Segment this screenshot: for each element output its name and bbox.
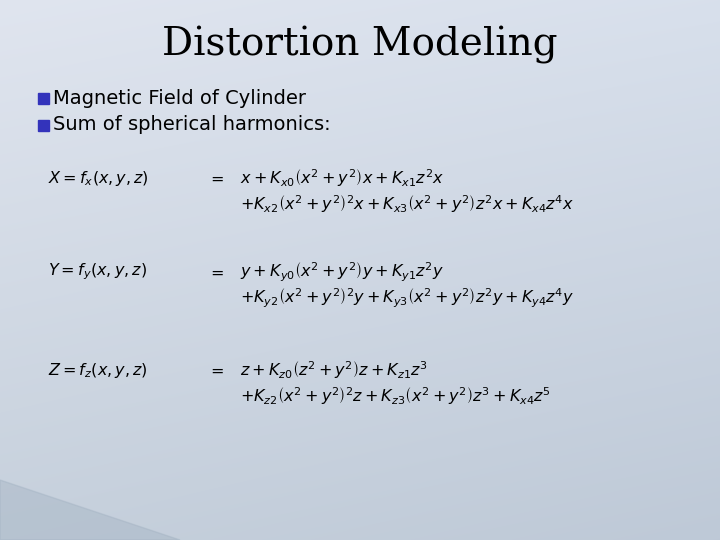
Text: $+ K_{x2}\left(x^2 + y^2\right)^2 x + K_{x3}\left(x^2 + y^2\right)z^2 x + K_{x4}: $+ K_{x2}\left(x^2 + y^2\right)^2 x + K_…	[240, 193, 574, 215]
Text: $x + K_{x0}\left(x^2 + y^2\right)x + K_{x1}z^2 x$: $x + K_{x0}\left(x^2 + y^2\right)x + K_{…	[240, 167, 444, 189]
Text: $=$: $=$	[207, 265, 223, 280]
Text: Sum of spherical harmonics:: Sum of spherical harmonics:	[53, 116, 330, 134]
Text: $+ K_{z2}\left(x^2 + y^2\right)^2 z + K_{z3}\left(x^2 + y^2\right)z^3 + K_{x4}z^: $+ K_{z2}\left(x^2 + y^2\right)^2 z + K_…	[240, 385, 551, 407]
Text: $+ K_{y2}\left(x^2 + y^2\right)^2 y + K_{y3}\left(x^2 + y^2\right)z^2 y + K_{y4}: $+ K_{y2}\left(x^2 + y^2\right)^2 y + K_…	[240, 286, 574, 309]
Text: $=$: $=$	[207, 362, 223, 377]
Text: $z + K_{z0}\left(z^2 + y^2\right)z + K_{z1}z^3$: $z + K_{z0}\left(z^2 + y^2\right)z + K_{…	[240, 359, 428, 381]
Bar	[38, 119, 49, 131]
Text: $Y = f_y(x, y, z)$: $Y = f_y(x, y, z)$	[48, 262, 147, 282]
Bar	[38, 92, 49, 104]
Text: Distortion Modeling: Distortion Modeling	[162, 26, 558, 64]
Text: $Z = f_z(x, y, z)$: $Z = f_z(x, y, z)$	[48, 361, 148, 380]
Text: $X = f_x(x, y, z)$: $X = f_x(x, y, z)$	[48, 168, 149, 187]
Text: $=$: $=$	[207, 171, 223, 186]
Polygon shape	[0, 480, 180, 540]
Text: Magnetic Field of Cylinder: Magnetic Field of Cylinder	[53, 89, 306, 107]
Text: $y + K_{y0}\left(x^2 + y^2\right)y + K_{y1}z^2 y$: $y + K_{y0}\left(x^2 + y^2\right)y + K_{…	[240, 260, 444, 284]
